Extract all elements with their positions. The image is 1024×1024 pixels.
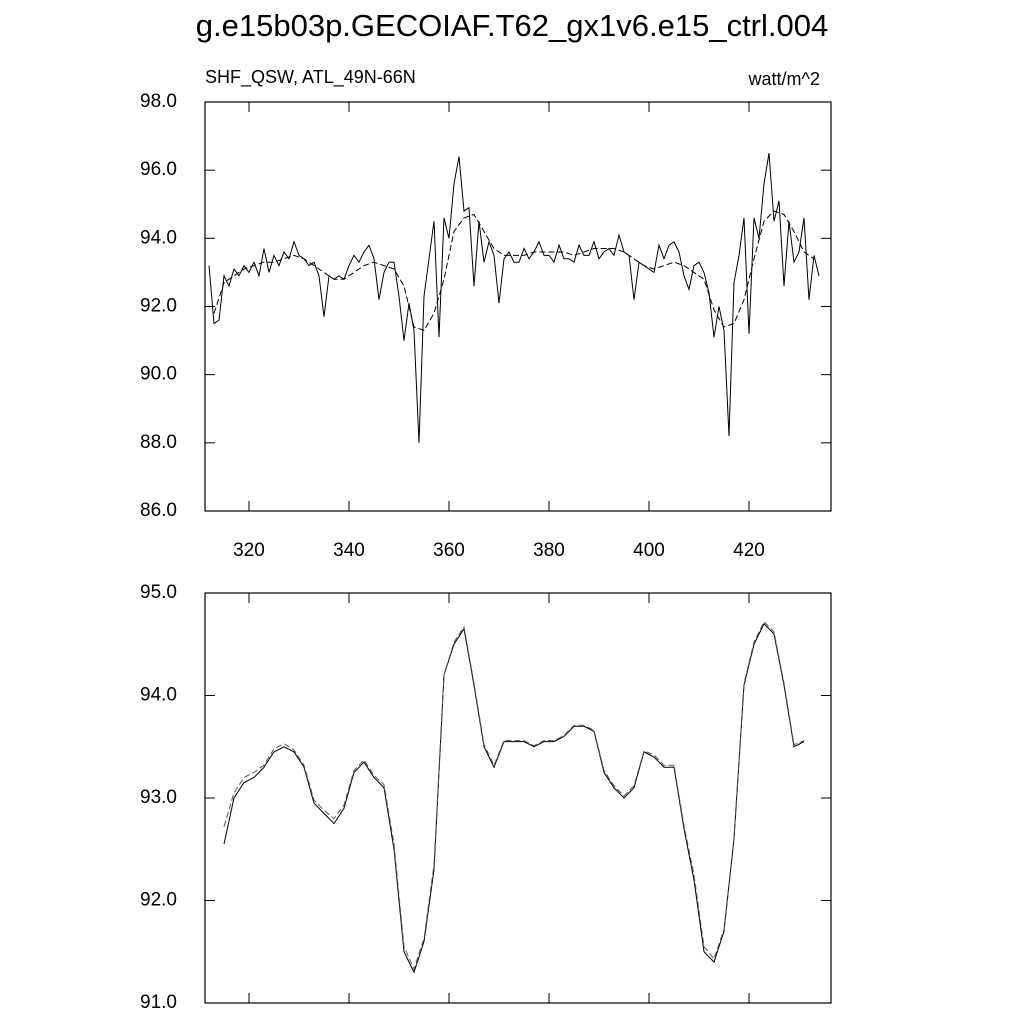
y-tick-label: 91.0 — [140, 992, 177, 1013]
y-tick-label: 90.0 — [140, 364, 177, 385]
data-line — [223, 622, 805, 974]
y-tick-label: 94.0 — [140, 685, 177, 706]
x-tick-label: 400 — [633, 540, 665, 561]
subtitle: SHF_QSW, ATL_49N-66N — [205, 67, 416, 88]
data-line — [223, 620, 805, 971]
x-tick-label: 360 — [433, 540, 465, 561]
y-tick-label: 86.0 — [140, 500, 177, 521]
y-tick-label: 92.0 — [140, 296, 177, 317]
units-label: watt/m^2 — [748, 69, 820, 89]
figure-title: g.e15b03p.GECOIAF.T62_gx1v6.e15_ctrl.004 — [196, 8, 828, 43]
y-tick-label: 92.0 — [140, 890, 177, 911]
data-line — [213, 210, 815, 331]
y-tick-label: 93.0 — [140, 787, 177, 808]
x-tick-label: 420 — [733, 540, 765, 561]
y-tick-label: 95.0 — [140, 582, 177, 603]
x-tick-label: 340 — [333, 540, 365, 561]
y-tick-label: 94.0 — [140, 227, 177, 248]
y-tick-label: 98.0 — [140, 91, 177, 112]
x-tick-label: 380 — [533, 540, 565, 561]
y-tick-label: 96.0 — [140, 159, 177, 180]
x-tick-label: 320 — [233, 540, 265, 561]
data-line — [208, 153, 820, 443]
y-tick-label: 88.0 — [140, 432, 177, 453]
